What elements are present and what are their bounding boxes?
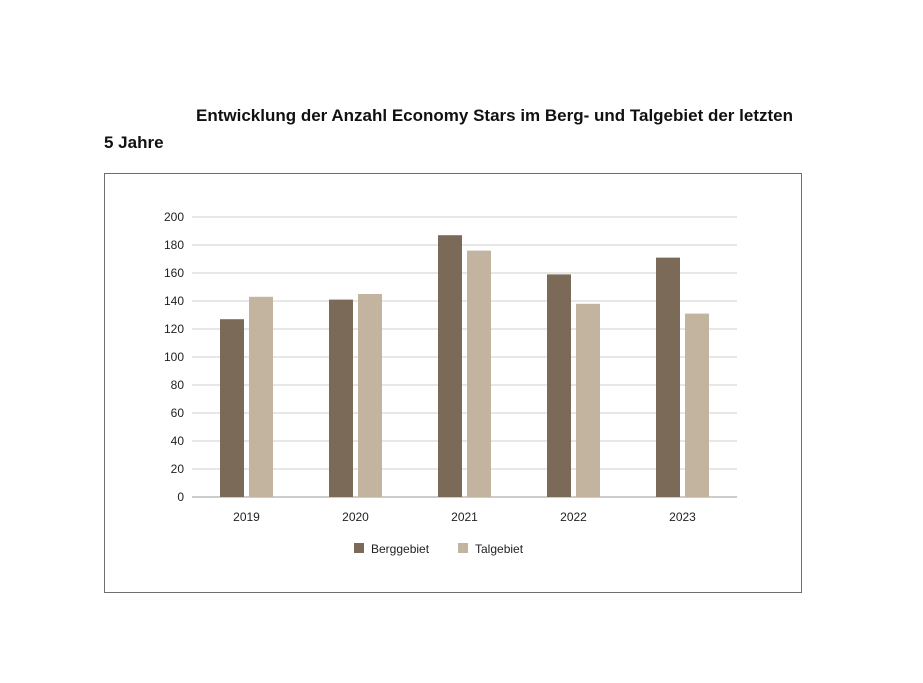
bar-berggebiet-2020 <box>329 299 353 497</box>
bar-talgebiet-2020 <box>358 294 382 497</box>
y-tick-label: 20 <box>171 462 185 476</box>
bar-talgebiet-2019 <box>249 296 273 497</box>
bar-berggebiet-2019 <box>220 319 244 497</box>
bar-talgebiet-2022 <box>576 303 600 497</box>
y-tick-label: 80 <box>171 378 185 392</box>
legend: Berggebiet Talgebiet <box>354 542 524 556</box>
legend-label-talgebiet: Talgebiet <box>475 542 524 556</box>
bar-berggebiet-2023 <box>656 257 680 497</box>
y-tick-label: 160 <box>164 266 184 280</box>
y-tick-label: 40 <box>171 434 185 448</box>
x-tick-label: 2022 <box>560 510 587 524</box>
chart-title: Entwicklung der Anzahl Economy Stars im … <box>104 106 793 152</box>
bar-talgebiet-2021 <box>467 250 491 497</box>
y-tick-label: 120 <box>164 322 184 336</box>
y-tick-label: 0 <box>177 490 184 504</box>
legend-swatch-berggebiet <box>354 543 364 553</box>
y-tick-label: 180 <box>164 238 184 252</box>
y-tick-label: 100 <box>164 350 184 364</box>
x-tick-label: 2023 <box>669 510 696 524</box>
bar-talgebiet-2023 <box>685 313 709 497</box>
x-tick-label: 2020 <box>342 510 369 524</box>
bar-berggebiet-2021 <box>438 235 462 497</box>
gridlines <box>192 216 737 498</box>
bar-berggebiet-2022 <box>547 274 571 497</box>
legend-label-berggebiet: Berggebiet <box>371 542 430 556</box>
y-tick-label: 60 <box>171 406 185 420</box>
y-axis: 0 20 40 60 80 100 120 140 160 180 200 <box>164 210 184 504</box>
x-tick-label: 2021 <box>451 510 478 524</box>
x-tick-label: 2019 <box>233 510 260 524</box>
legend-swatch-talgebiet <box>458 543 468 553</box>
y-tick-label: 200 <box>164 210 184 224</box>
y-tick-label: 140 <box>164 294 184 308</box>
x-axis: 2019 2020 2021 2022 2023 <box>233 510 696 524</box>
bars <box>220 235 709 497</box>
